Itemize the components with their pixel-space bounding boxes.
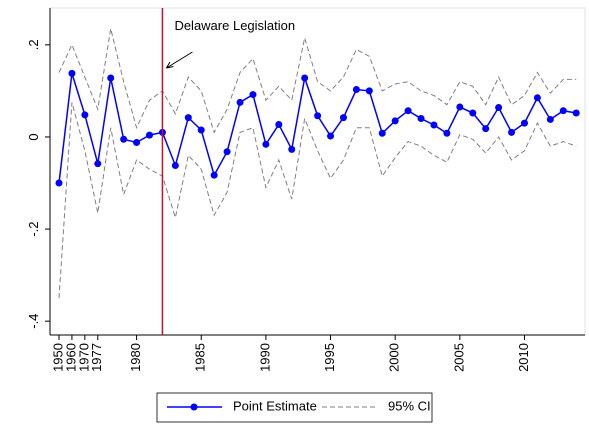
x-tick-label: 1970 — [76, 343, 91, 372]
x-tick-label: 1980 — [128, 343, 143, 372]
estimate-point — [572, 109, 580, 117]
estimate-point — [327, 132, 335, 140]
estimate-point — [107, 74, 115, 82]
estimate-point — [133, 138, 141, 146]
estimate-point — [68, 69, 76, 77]
legend-label: Point Estimate — [233, 398, 317, 413]
estimate-point — [171, 162, 179, 170]
estimate-point — [378, 129, 386, 137]
legend-marker — [190, 403, 198, 411]
estimate-point — [404, 107, 412, 115]
estimate-point — [314, 112, 322, 120]
estimate-point — [469, 109, 477, 117]
y-tick-label: -.2 — [26, 221, 41, 236]
estimate-point — [275, 121, 283, 129]
estimate-point — [482, 125, 490, 133]
estimate-point — [365, 87, 373, 95]
x-tick-label: 2005 — [451, 343, 466, 372]
estimate-point — [508, 128, 516, 136]
estimate-point — [288, 145, 296, 153]
estimate-point — [339, 114, 347, 122]
estimate-point — [417, 115, 425, 123]
estimate-point — [559, 107, 567, 115]
estimate-point — [197, 126, 205, 134]
x-tick-label: 1995 — [322, 343, 337, 372]
estimate-point — [430, 121, 438, 129]
estimate-point — [81, 111, 89, 119]
estimate-point — [391, 117, 399, 125]
x-tick-label: 2010 — [516, 343, 531, 372]
x-tick-label: 2000 — [387, 343, 402, 372]
annotation-arrow — [166, 51, 193, 69]
estimate-point — [520, 119, 528, 127]
estimate-point — [546, 115, 554, 123]
estimate-point — [533, 94, 541, 102]
x-tick-label: 1990 — [257, 343, 272, 372]
estimate-point — [301, 74, 309, 82]
estimate-point — [146, 131, 154, 139]
estimate-point — [456, 103, 464, 111]
ci-line — [58, 28, 577, 134]
estimate-point — [443, 129, 451, 137]
x-tick-label: 1960 — [63, 343, 78, 372]
legend-label: 95% CI — [388, 398, 431, 413]
y-tick-label: -.4 — [26, 314, 41, 329]
ci-line — [58, 102, 577, 299]
estimate-point — [120, 135, 128, 143]
estimate-point — [184, 114, 192, 122]
estimate-point — [236, 98, 244, 106]
estimate-point — [210, 171, 218, 179]
y-tick-label: 0 — [26, 133, 41, 140]
estimate-point — [223, 148, 231, 156]
estimate-point — [352, 86, 360, 94]
estimate-point — [55, 179, 63, 187]
estimate-point — [249, 91, 257, 99]
x-tick-label: 1985 — [193, 343, 208, 372]
x-tick-label: 1977 — [89, 343, 104, 372]
estimate-point — [262, 140, 270, 148]
x-tick-label: 1950 — [50, 343, 65, 372]
annotation-label: Delaware Legislation — [174, 18, 295, 33]
estimate-point — [495, 103, 503, 111]
annotation-arrowhead — [166, 61, 174, 69]
estimate-point — [94, 160, 102, 168]
y-tick-label: .2 — [26, 39, 41, 50]
